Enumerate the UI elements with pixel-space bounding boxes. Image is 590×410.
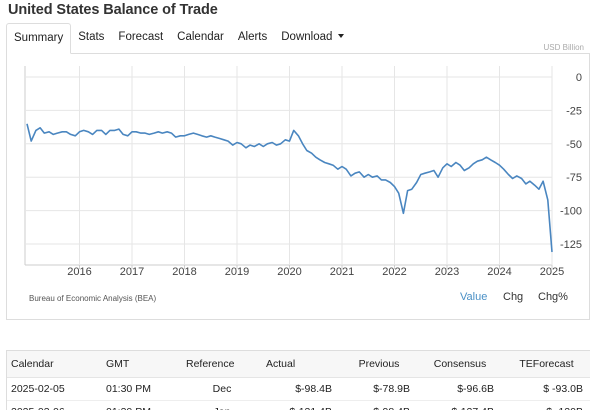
y-tick-label: 0 <box>576 72 582 84</box>
toggle-chg[interactable]: Chg <box>503 291 524 303</box>
y-tick-label: -75 <box>566 172 582 184</box>
cell-calendar: 2025-02-05 <box>7 377 102 401</box>
page-title: United States Balance of Trade <box>8 2 218 18</box>
cell-consensus: $-127.4B <box>418 400 502 410</box>
x-tick-label: 2020 <box>277 266 301 278</box>
cell-gmt: 01:30 PM <box>102 377 182 401</box>
cell-gmt: 01:30 PM <box>102 400 182 410</box>
cell-reference: Jan <box>182 400 262 410</box>
tab-summary[interactable]: Summary <box>6 23 72 54</box>
col-header-reference: Reference <box>182 351 262 378</box>
table-row: 2025-03-06 01:30 PM Jan $-131.4B $-98.4B… <box>7 400 590 410</box>
y-tick-label: -125 <box>560 239 582 251</box>
cell-actual: $-98.4B <box>262 377 340 401</box>
cell-teforecast: $ -120B <box>502 400 590 410</box>
cell-consensus: $-96.6B <box>418 377 502 401</box>
x-tick-label: 2017 <box>120 266 144 278</box>
tab-stats[interactable]: Stats <box>78 31 105 43</box>
x-tick-label: 2022 <box>382 266 406 278</box>
cell-previous: $-78.9B <box>340 377 418 401</box>
chart-source: Bureau of Economic Analysis (BEA) <box>29 294 157 303</box>
table-header-row: Calendar GMT Reference Actual Previous C… <box>7 351 590 378</box>
x-tick-label: 2019 <box>225 266 249 278</box>
toggle-value[interactable]: Value <box>460 291 488 303</box>
cell-previous: $-98.4B <box>340 400 418 410</box>
col-header-consensus: Consensus <box>418 351 502 378</box>
col-header-actual: Actual <box>262 351 340 378</box>
x-tick-label: 2023 <box>435 266 459 278</box>
x-tick-label: 2024 <box>487 266 511 278</box>
x-tick-label: 2025 <box>540 266 564 278</box>
tab-alerts[interactable]: Alerts <box>237 31 268 43</box>
x-tick-label: 2018 <box>172 266 196 278</box>
cell-calendar: 2025-03-06 <box>7 400 102 410</box>
calendar-table: Calendar GMT Reference Actual Previous C… <box>6 350 590 410</box>
y-tick-label: -50 <box>566 139 582 151</box>
tab-calendar[interactable]: Calendar <box>177 31 224 43</box>
cell-teforecast: $ -93.0B <box>502 377 590 401</box>
tab-forecast[interactable]: Forecast <box>118 31 164 43</box>
series-line-balance-of-trade <box>26 123 553 253</box>
toggle-chg-pct[interactable]: Chg% <box>538 291 568 303</box>
col-header-gmt: GMT <box>102 351 182 378</box>
balance-of-trade-chart: USD Billion 0 -25 -50 -75 -100 -125 2016 2017 20… <box>24 43 584 278</box>
cell-actual: $-131.4B <box>262 400 340 410</box>
x-tick-label: 2021 <box>330 266 354 278</box>
tab-download-label: Download <box>281 31 333 43</box>
x-tick-label: 2016 <box>67 266 91 278</box>
cell-reference: Dec <box>182 377 262 401</box>
table-row: 2025-02-05 01:30 PM Dec $-98.4B $-78.9B … <box>7 377 590 401</box>
tab-bar: Summary Stats Forecast Calendar Alerts D… <box>6 23 590 54</box>
y-tick-label: -100 <box>560 206 582 218</box>
tab-download[interactable]: Download <box>274 23 351 53</box>
y-tick-label: -25 <box>566 105 582 117</box>
unit-label: USD Billion <box>544 43 584 52</box>
caret-down-icon <box>338 34 345 38</box>
col-header-teforecast: TEForecast <box>502 351 590 378</box>
col-header-previous: Previous <box>340 351 418 378</box>
col-header-calendar: Calendar <box>7 351 102 378</box>
